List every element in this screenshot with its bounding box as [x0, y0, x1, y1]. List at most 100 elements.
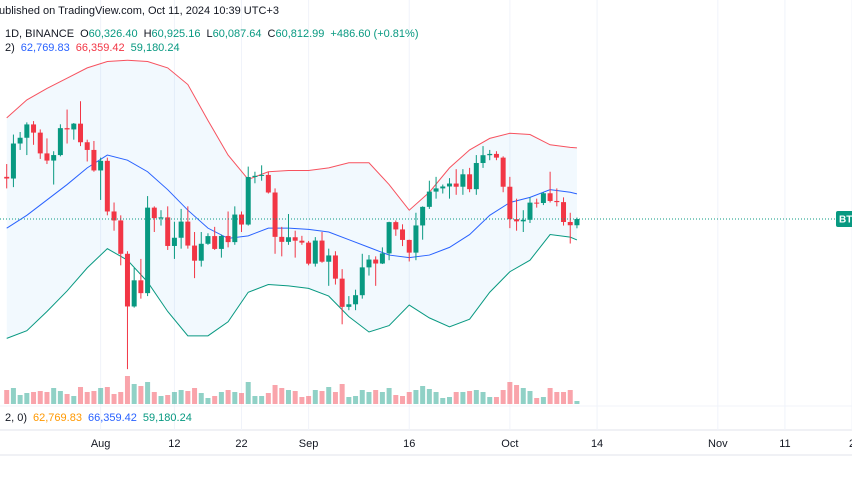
candle-body: [285, 237, 291, 242]
candle-body: [118, 220, 124, 254]
candle-body: [111, 211, 117, 221]
x-tick-label: 11: [779, 438, 790, 450]
candle-body: [225, 235, 231, 243]
candle-body: [534, 202, 540, 204]
volume-bar: [10, 388, 16, 404]
candle-body: [353, 295, 359, 305]
candle-body: [279, 236, 285, 242]
volume-bar: [259, 396, 265, 404]
candle-body: [131, 280, 137, 307]
candle-body: [366, 259, 372, 268]
volume-bar: [4, 390, 10, 404]
candle-body: [473, 163, 479, 190]
price-label-box: [836, 211, 852, 227]
candle-body: [104, 160, 110, 212]
volume-bar: [467, 391, 473, 404]
symbol: 1D, BINANCE: [5, 28, 75, 40]
volume-bar: [124, 376, 130, 404]
candle-body: [232, 214, 238, 243]
volume-bar: [165, 395, 171, 404]
ohlc-item: H60,925.16: [144, 28, 201, 40]
candle-body: [192, 245, 198, 261]
x-tick-label: Oct: [501, 438, 518, 450]
ohlc-value: 60,087.64: [212, 28, 262, 40]
candle-body: [205, 236, 211, 244]
candle-body: [57, 128, 63, 156]
candle-body: [145, 207, 151, 294]
ohlc-value: 60,812.99: [275, 28, 325, 40]
volume-bar: [393, 395, 399, 404]
publish-line: ublished on TradingView.com, Oct 11, 202…: [0, 5, 279, 17]
candle-body: [540, 193, 546, 204]
volume-bar: [57, 391, 63, 404]
volume-bar: [373, 390, 379, 404]
volume-bar: [554, 392, 560, 404]
ohlc-label: H: [143, 28, 152, 40]
candle-body: [239, 214, 245, 225]
candle-body: [124, 253, 130, 307]
volume-bar: [480, 392, 486, 404]
candle-body: [574, 219, 580, 226]
candle-body: [426, 191, 432, 207]
x-tick-label: Aug: [91, 438, 111, 450]
candle-body: [453, 183, 459, 187]
ohlc-label: O: [80, 28, 89, 40]
candle-body: [460, 174, 466, 187]
candle-body: [332, 255, 338, 279]
candle-body: [386, 222, 392, 254]
volume-bar: [178, 390, 184, 404]
candle-body: [71, 123, 77, 130]
volume-bar: [51, 388, 57, 404]
x-tick-label: Sep: [299, 438, 319, 450]
candle-body: [446, 183, 452, 187]
indicator-value: 59,180.24: [142, 412, 192, 424]
x-tick-label: 14: [591, 438, 603, 450]
candle-body: [393, 222, 399, 230]
volume-bar: [245, 382, 251, 404]
candle-body: [98, 160, 104, 171]
indicator-value: 66,359.42: [75, 42, 125, 54]
volume-bar: [17, 395, 23, 404]
candle-body: [138, 280, 144, 294]
candle-body: [440, 186, 446, 189]
band-basis: [6, 154, 578, 259]
volume-bar: [272, 385, 278, 404]
volume-bar: [420, 386, 426, 404]
volume-bar: [426, 389, 432, 404]
candle-body: [500, 157, 506, 187]
candle-body: [299, 240, 305, 243]
volume-bar: [346, 397, 352, 404]
volume-bar: [379, 392, 385, 404]
candle-body: [319, 240, 325, 262]
volume-bar: [91, 391, 97, 404]
candle-body: [165, 217, 171, 246]
indicator-params: 2): [5, 42, 15, 54]
candle-body: [493, 153, 499, 158]
x-tick-label: 2: [849, 438, 852, 450]
lower-indicator-params: 2, 0): [5, 412, 28, 424]
volume-bar: [185, 391, 191, 404]
volume-bar: [131, 384, 137, 404]
candle-body: [406, 239, 412, 253]
volume-bar: [212, 396, 218, 404]
x-tick-label: 22: [235, 438, 247, 450]
candle-body: [44, 153, 50, 161]
volume-bar: [232, 392, 238, 404]
candle-body: [259, 174, 265, 176]
volume-bar: [279, 388, 285, 404]
volume-bar: [84, 392, 90, 404]
volume-bar: [507, 382, 513, 404]
volume-bar: [473, 390, 479, 404]
ohlc-label: C: [267, 28, 276, 40]
volume-bar: [547, 388, 553, 404]
volume-bar: [561, 392, 567, 404]
volume-bar: [218, 392, 224, 404]
volume-bar: [285, 390, 291, 404]
candle-body: [487, 153, 493, 156]
volume-bar: [118, 392, 124, 404]
volume-bar: [386, 388, 392, 404]
band-fill: [6, 60, 577, 339]
volume-bar: [326, 387, 332, 404]
indicator-value: 62,769.83: [20, 42, 70, 54]
